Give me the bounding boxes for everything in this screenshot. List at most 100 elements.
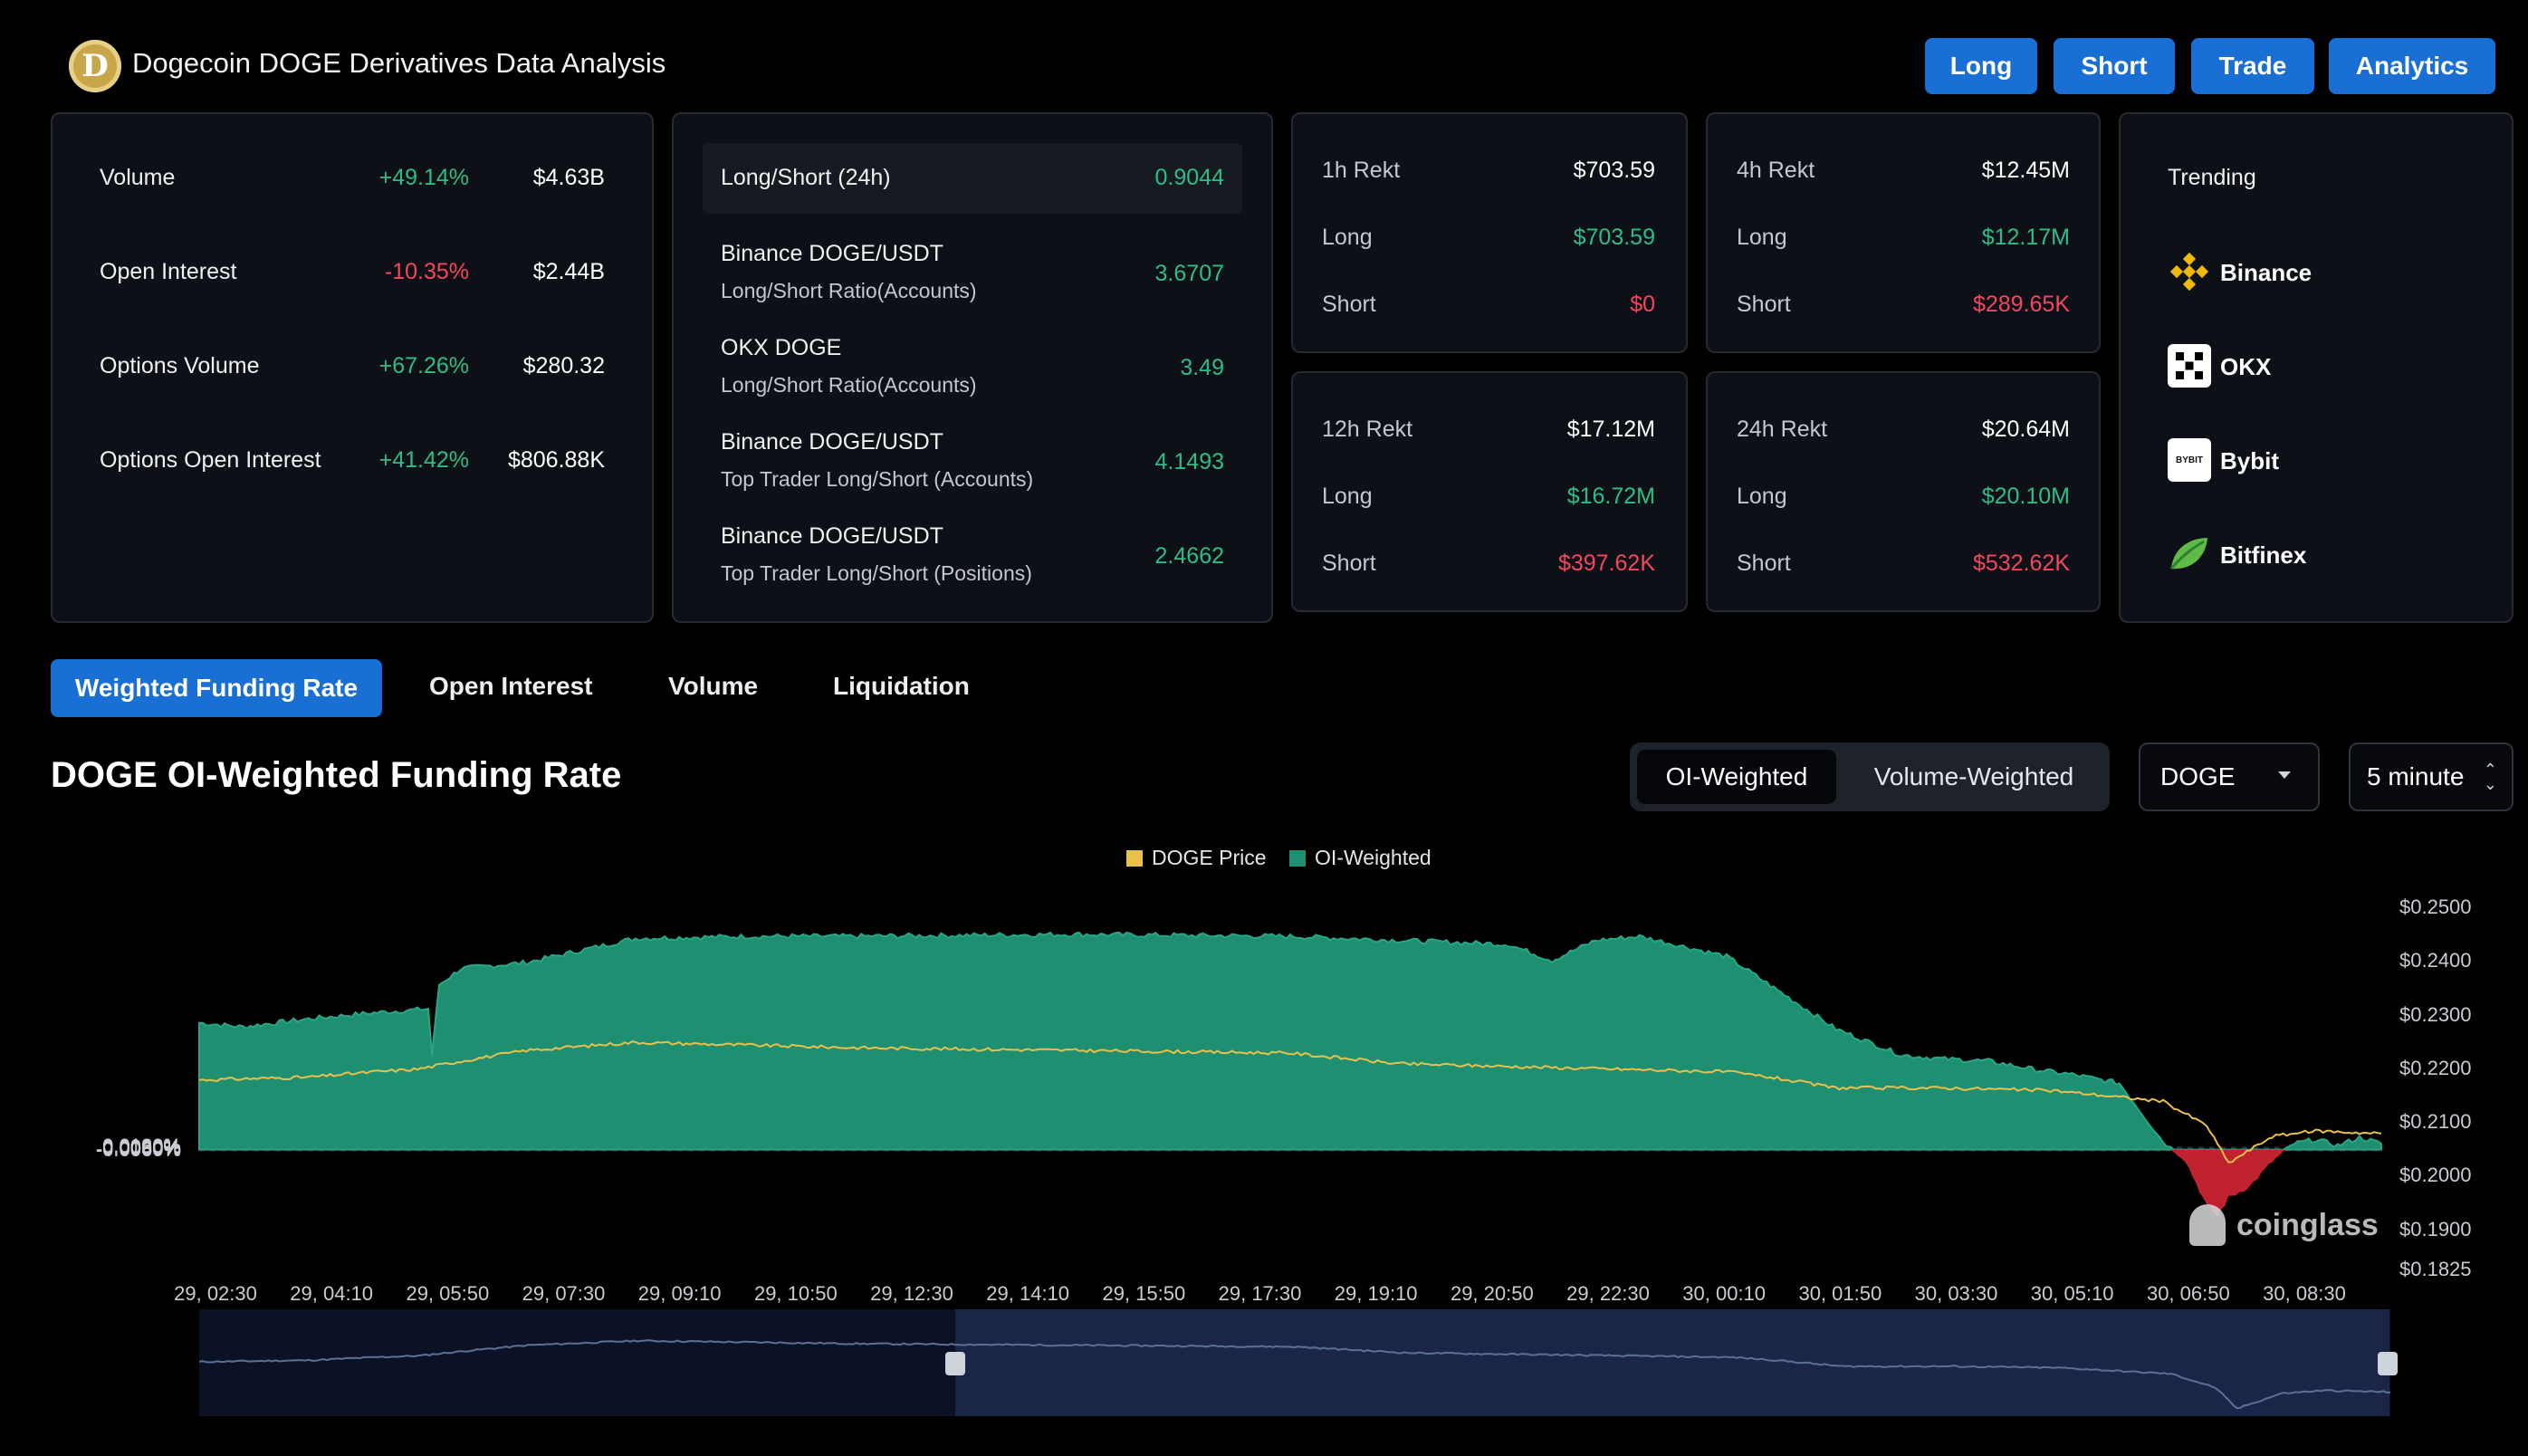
trending-title: Trending bbox=[2168, 165, 2256, 190]
watermark: coinglass bbox=[2236, 1208, 2379, 1242]
x-tick-label: 29, 20:50 bbox=[1450, 1282, 1534, 1305]
rekt-short-label: Short bbox=[1737, 292, 1791, 317]
navigator-left-handle[interactable] bbox=[945, 1352, 965, 1375]
rekt-period: 1h Rekt bbox=[1322, 158, 1401, 183]
legend-item-oi-weighted[interactable]: OI-Weighted bbox=[1289, 846, 1432, 870]
stat-change-options-open-interest: +41.42% bbox=[378, 447, 469, 473]
x-tick-label: 29, 10:50 bbox=[753, 1282, 838, 1305]
y-left-tick-label: -0.0030% bbox=[95, 1137, 181, 1161]
rekt-long-value: $703.59 bbox=[1573, 225, 1655, 250]
bitfinex-icon bbox=[2168, 532, 2211, 576]
bybit-icon: BYBIT bbox=[2168, 438, 2211, 482]
y-right-tick-label: $0.1825 bbox=[2399, 1258, 2472, 1280]
rekt-short-value: $0 bbox=[1630, 292, 1655, 317]
stat-label-open-interest: Open Interest bbox=[100, 259, 237, 284]
doge-price-line bbox=[198, 1040, 2382, 1164]
legend-item-price[interactable]: DOGE Price bbox=[1126, 846, 1267, 870]
trending-item-okx[interactable]: OKX bbox=[2220, 353, 2272, 380]
coin-select-value: DOGE bbox=[2160, 762, 2236, 790]
x-tick-label: 29, 14:10 bbox=[986, 1282, 1070, 1305]
y-left-tick-label: 0.0120% bbox=[102, 1135, 181, 1157]
ls-row-sub: Long/Short Ratio(Accounts) bbox=[721, 279, 977, 302]
trending-item-binance[interactable]: Binance bbox=[2220, 259, 2313, 286]
coin-select[interactable]: DOGE bbox=[2139, 742, 2320, 811]
caret-down-icon bbox=[2278, 771, 2291, 779]
x-tick-label: 29, 09:10 bbox=[637, 1282, 722, 1305]
oi-weighted-toggle[interactable]: OI-Weighted bbox=[1637, 750, 1836, 804]
y-right-tick-label: $0.2100 bbox=[2399, 1110, 2472, 1134]
y-left-tick-label: 0.0030% bbox=[102, 1136, 181, 1159]
stat-label-volume: Volume bbox=[100, 165, 176, 190]
stat-label-options-volume: Options Volume bbox=[100, 353, 260, 378]
ls-row-sub: Top Trader Long/Short (Positions) bbox=[721, 561, 1032, 585]
tab-open-interest[interactable]: Open Interest bbox=[429, 672, 593, 700]
interval-select[interactable]: 5 minute ⌃ ⌄ bbox=[2349, 742, 2514, 811]
stat-change-volume: +49.14% bbox=[378, 165, 469, 190]
long-short-24h-label: Long/Short (24h) bbox=[721, 165, 891, 190]
x-tick-label: 29, 07:30 bbox=[522, 1282, 606, 1305]
rekt-short-label: Short bbox=[1322, 292, 1376, 317]
ls-row-name: OKX DOGE bbox=[721, 335, 842, 360]
tab-weighted-funding-rate[interactable]: Weighted Funding Rate bbox=[51, 659, 382, 717]
navigator-selected-range[interactable] bbox=[955, 1309, 2389, 1416]
y-right-tick-label: $0.1900 bbox=[2399, 1217, 2472, 1240]
x-tick-label: 29, 02:30 bbox=[174, 1282, 257, 1305]
x-tick-label: 30, 08:30 bbox=[2263, 1282, 2346, 1305]
stat-change-options-volume: +67.26% bbox=[378, 353, 469, 378]
analytics-button[interactable]: Analytics bbox=[2329, 38, 2495, 94]
ls-row-value: 4.1493 bbox=[1154, 449, 1224, 474]
tab-liquidation[interactable]: Liquidation bbox=[833, 672, 970, 700]
stat-value-volume: $4.63B bbox=[532, 165, 605, 190]
ls-row-sub: Top Trader Long/Short (Accounts) bbox=[721, 467, 1034, 491]
stat-label-options-open-interest: Options Open Interest bbox=[100, 447, 321, 473]
y-left-tick-label: -0.0060% bbox=[95, 1138, 181, 1161]
y-right-tick-label: $0.2500 bbox=[2399, 896, 2472, 918]
ls-row-value: 2.4662 bbox=[1154, 543, 1224, 569]
x-tick-label: 30, 00:10 bbox=[1682, 1282, 1767, 1305]
rekt-total: $12.45M bbox=[1981, 158, 2070, 183]
trending-item-bitfinex[interactable]: Bitfinex bbox=[2220, 541, 2307, 569]
short-button[interactable]: Short bbox=[2054, 38, 2175, 94]
rekt-period: 12h Rekt bbox=[1322, 417, 1413, 442]
y-right-tick-label: $0.2300 bbox=[2399, 1002, 2472, 1026]
navigator-right-handle[interactable] bbox=[2378, 1352, 2398, 1375]
y-left-tick-label: 0% bbox=[152, 1136, 181, 1160]
x-tick-label: 30, 03:30 bbox=[1914, 1282, 1998, 1305]
x-tick-label: 30, 05:10 bbox=[2030, 1282, 2114, 1305]
stats-card bbox=[51, 112, 654, 623]
tab-volume[interactable]: Volume bbox=[668, 672, 759, 700]
rekt-card-12h bbox=[1291, 371, 1688, 612]
rekt-card-4h bbox=[1706, 112, 2101, 353]
rekt-long-value: $12.17M bbox=[1981, 225, 2070, 250]
x-tick-label: 29, 22:30 bbox=[1566, 1282, 1650, 1305]
volume-weighted-toggle[interactable]: Volume-Weighted bbox=[1873, 762, 2074, 790]
legend-swatch bbox=[1289, 850, 1306, 867]
rekt-period: 4h Rekt bbox=[1737, 158, 1815, 183]
rekt-long-value: $20.10M bbox=[1981, 484, 2070, 509]
rekt-long-label: Long bbox=[1322, 225, 1373, 250]
stat-value-open-interest: $2.44B bbox=[532, 259, 605, 284]
page-title: Dogecoin DOGE Derivatives Data Analysis bbox=[132, 47, 666, 79]
stat-value-options-volume: $280.32 bbox=[522, 353, 605, 378]
updown-chevron-icon: ⌃ ⌄ bbox=[2483, 761, 2497, 793]
rekt-short-value: $289.65K bbox=[1972, 292, 2070, 317]
x-tick-label: 29, 17:30 bbox=[1218, 1282, 1302, 1305]
trending-item-bybit[interactable]: Bybit bbox=[2220, 447, 2279, 474]
ls-row-name: Binance DOGE/USDT bbox=[721, 523, 943, 549]
rekt-short-value: $532.62K bbox=[1972, 551, 2070, 576]
legend-swatch bbox=[1126, 850, 1143, 867]
y-left-tick-label: 0.0060% bbox=[102, 1135, 181, 1159]
dogecoin-logo-icon: D bbox=[69, 40, 121, 92]
rekt-short-label: Short bbox=[1737, 551, 1791, 576]
funding-rate-chart[interactable] bbox=[0, 0, 2528, 1313]
y-left-tick-label: 0.0090% bbox=[102, 1135, 181, 1158]
y-right-tick-label: $0.2400 bbox=[2399, 949, 2472, 972]
trade-button[interactable]: Trade bbox=[2191, 38, 2314, 94]
ls-row-name: Binance DOGE/USDT bbox=[721, 241, 943, 266]
chart-title: DOGE OI-Weighted Funding Rate bbox=[51, 755, 622, 795]
long-button[interactable]: Long bbox=[1925, 38, 2037, 94]
ls-row-name: Binance DOGE/USDT bbox=[721, 429, 943, 455]
y-right-tick-label: $0.2200 bbox=[2399, 1056, 2472, 1079]
rekt-long-label: Long bbox=[1737, 225, 1787, 250]
rekt-total: $17.12M bbox=[1566, 417, 1655, 442]
